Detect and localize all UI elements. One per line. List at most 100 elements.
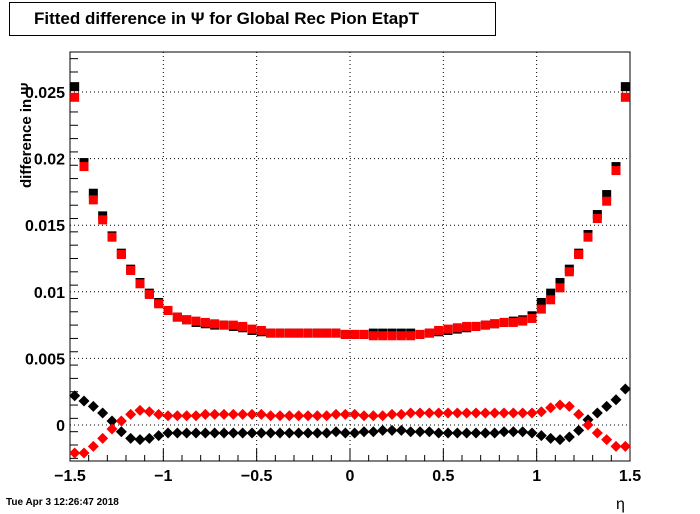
data-point-square — [191, 316, 201, 326]
data-point-diamond — [554, 399, 566, 411]
data-point-diamond — [330, 408, 342, 420]
data-point-square — [462, 321, 472, 331]
data-point-diamond — [386, 424, 398, 436]
data-point-diamond — [479, 427, 491, 439]
data-point-square — [620, 82, 630, 92]
data-point-diamond — [591, 427, 603, 439]
data-point-diamond — [349, 427, 361, 439]
data-point-square — [126, 265, 136, 275]
data-point-square — [424, 328, 434, 338]
data-point-square — [546, 295, 556, 305]
data-point-diamond — [87, 400, 99, 412]
y-tick-label: 0.01 — [34, 285, 65, 302]
data-point-diamond — [591, 407, 603, 419]
x-tick-label: 0.5 — [432, 468, 454, 485]
data-point-square — [340, 329, 350, 339]
data-point-diamond — [507, 407, 519, 419]
data-point-diamond — [442, 407, 454, 419]
data-point-square — [200, 317, 210, 327]
data-point-square — [602, 190, 612, 200]
data-point-square — [98, 215, 108, 225]
data-point-diamond — [367, 426, 379, 438]
y-tick-label: 0.02 — [34, 152, 65, 169]
data-point-square — [70, 92, 80, 102]
data-point-diamond — [461, 427, 473, 439]
data-point-diamond — [619, 383, 631, 395]
data-point-square — [154, 299, 164, 309]
data-point-diamond — [405, 426, 417, 438]
data-point-square — [135, 279, 145, 289]
data-point-diamond — [181, 427, 193, 439]
data-point-diamond — [125, 432, 137, 444]
data-point-diamond — [78, 447, 90, 459]
data-point-diamond — [507, 426, 519, 438]
data-point-diamond — [339, 408, 351, 420]
data-point-diamond — [106, 415, 118, 427]
data-point-square — [303, 328, 313, 338]
data-point-square — [256, 325, 266, 335]
data-point-square — [210, 319, 220, 329]
data-point-diamond — [526, 427, 538, 439]
data-point-diamond — [227, 427, 239, 439]
data-point-diamond — [414, 426, 426, 438]
data-point-square — [555, 283, 565, 293]
y-tick-label: 0.025 — [25, 85, 65, 102]
data-point-diamond — [115, 426, 127, 438]
data-point-diamond — [274, 410, 286, 422]
data-point-diamond — [246, 408, 258, 420]
data-point-square — [359, 329, 369, 339]
data-point-square — [490, 319, 500, 329]
data-point-diamond — [97, 407, 109, 419]
data-point-diamond — [246, 427, 258, 439]
data-point-diamond — [134, 434, 146, 446]
data-point-square — [331, 328, 341, 338]
data-point-diamond — [554, 434, 566, 446]
data-point-diamond — [517, 426, 529, 438]
chart-title: Fitted difference in Ψ for Global Rec Pi… — [9, 2, 496, 36]
data-point-diamond — [321, 410, 333, 422]
data-point-diamond — [143, 406, 155, 418]
data-point-square — [322, 328, 332, 338]
data-point-square — [620, 92, 630, 102]
data-point-diamond — [498, 426, 510, 438]
data-point-diamond — [190, 427, 202, 439]
data-point-square — [238, 321, 248, 331]
data-point-diamond — [395, 424, 407, 436]
data-point-square — [415, 329, 425, 339]
data-point-diamond — [601, 400, 613, 412]
y-tick-label: 0.015 — [25, 218, 65, 235]
data-point-diamond — [115, 415, 127, 427]
data-point-diamond — [451, 407, 463, 419]
data-point-diamond — [601, 434, 613, 446]
data-point-diamond — [535, 430, 547, 442]
x-tick-label: 1.5 — [619, 468, 641, 485]
data-point-square — [574, 250, 584, 260]
data-point-diamond — [218, 408, 230, 420]
data-point-square — [266, 328, 276, 338]
data-point-diamond — [274, 427, 286, 439]
data-point-diamond — [386, 408, 398, 420]
data-point-diamond — [143, 432, 155, 444]
data-point-diamond — [171, 427, 183, 439]
data-point-diamond — [377, 424, 389, 436]
data-point-diamond — [349, 408, 361, 420]
data-point-square — [284, 328, 294, 338]
data-point-diamond — [451, 427, 463, 439]
data-point-diamond — [423, 407, 435, 419]
data-point-square — [536, 297, 546, 307]
data-point-diamond — [311, 410, 323, 422]
data-point-diamond — [610, 440, 622, 452]
data-point-diamond — [563, 431, 575, 443]
data-point-square — [583, 232, 593, 242]
data-point-square — [88, 188, 98, 198]
data-point-diamond — [237, 408, 249, 420]
data-point-diamond — [87, 440, 99, 452]
data-point-diamond — [255, 408, 267, 420]
data-point-diamond — [433, 407, 445, 419]
data-point-diamond — [199, 427, 211, 439]
data-point-diamond — [293, 410, 305, 422]
data-point-diamond — [209, 427, 221, 439]
data-point-diamond — [190, 410, 202, 422]
data-point-diamond — [311, 427, 323, 439]
